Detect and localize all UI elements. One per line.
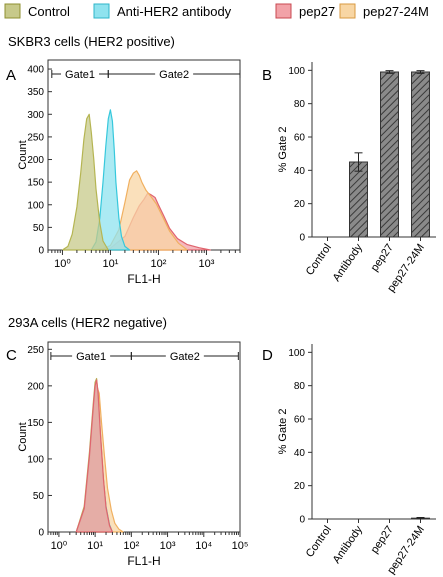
gate-label-bg — [61, 66, 100, 80]
x-tick-label: 10⁵ — [232, 540, 249, 552]
series-pep27 — [75, 379, 113, 533]
legend-label-antibody: Anti-HER2 antibody — [117, 4, 232, 19]
y-tick-label: 250 — [27, 132, 44, 143]
y-tick-label: 0 — [38, 528, 44, 539]
panel-a-subtitle: SKBR3 cells (HER2 positive) — [8, 34, 175, 49]
y-tick-label: 60 — [294, 415, 306, 426]
x-tick-label: 10⁰ — [51, 540, 68, 552]
bar-antibody — [349, 161, 368, 238]
x-tick-label-antibody: Antibody — [331, 241, 366, 283]
x-tick-label: 10⁴ — [195, 540, 212, 552]
x-tick-label: 10² — [150, 258, 166, 270]
bar-pep27-24m — [411, 71, 430, 238]
x-tick-label-control: Control — [304, 524, 334, 560]
y-tick-label: 400 — [27, 65, 44, 76]
y-tick-label: 20 — [294, 199, 306, 210]
panel-c-letter: C — [6, 347, 17, 364]
plot-frame — [47, 341, 241, 533]
y-axis-label: Count — [17, 422, 29, 451]
y-axis-label: Count — [17, 140, 29, 169]
gate-label-bg — [72, 348, 111, 362]
y-tick-label: 150 — [27, 418, 44, 429]
bar-pep27 — [380, 71, 399, 238]
y-axis-label: % Gate 2 — [277, 409, 289, 455]
y-tick-label: 200 — [27, 155, 44, 166]
y-tick-label: 200 — [27, 381, 44, 392]
y-tick-label: 100 — [288, 66, 305, 77]
gate-label-bg — [165, 348, 204, 362]
panel-c-subtitle: 293A cells (HER2 negative) — [8, 315, 167, 330]
x-tick-label: 10¹ — [87, 540, 103, 552]
gate-label-gate1: Gate1 — [65, 69, 95, 81]
x-tick-label: 10³ — [198, 258, 214, 270]
x-axis-label: FL1-H — [127, 272, 160, 286]
y-tick-label: 300 — [27, 110, 44, 121]
panel-d-letter: D — [262, 347, 273, 364]
y-tick-label: 150 — [27, 178, 44, 189]
x-axis-label: FL1-H — [127, 554, 160, 568]
gate-label-gate2: Gate2 — [170, 351, 200, 363]
y-tick-label: 50 — [33, 491, 45, 502]
gate-label-bg — [155, 66, 194, 80]
x-tick-label-pep27: pep27 — [369, 242, 396, 274]
histogram-c: 0 50 100 150 200 250 10⁰ 10¹ 10² 10³ 10⁴ 10⁵ Gate1 Ga… — [17, 341, 249, 568]
x-tick-label: 10⁰ — [54, 258, 71, 270]
y-tick-label: 50 — [33, 223, 45, 234]
x-tick-label: 10³ — [160, 540, 176, 552]
series-control — [61, 113, 109, 251]
x-tick-label-pep27: pep27 — [369, 524, 396, 556]
y-tick-label: 40 — [294, 448, 306, 459]
y-tick-label: 40 — [294, 166, 306, 177]
y-axis-label: % Gate 2 — [277, 127, 289, 173]
y-tick-label: 100 — [27, 454, 44, 465]
legend-swatch-pep27-24m — [339, 3, 356, 19]
y-tick-label: 80 — [294, 381, 306, 392]
y-tick-label: 0 — [38, 246, 44, 257]
panel-b-letter: B — [262, 67, 272, 84]
y-tick-label: 60 — [294, 133, 306, 144]
series-anti-her2-antibody — [90, 109, 131, 251]
y-tick-label: 350 — [27, 87, 44, 98]
legend-swatch-antibody — [93, 3, 110, 19]
x-tick-label-control: Control — [304, 242, 334, 278]
gate-label-gate1: Gate1 — [76, 351, 106, 363]
y-tick-label: 100 — [27, 200, 44, 211]
legend-label-pep27: pep27 — [299, 4, 335, 19]
y-tick-label: 100 — [288, 348, 305, 359]
legend-label-pep27-24m: pep27-24M — [363, 4, 429, 19]
series-pep27-24m — [99, 170, 188, 251]
legend: Control Anti-HER2 antibody pep27 pep27-2… — [4, 3, 429, 19]
gate-label-gate2: Gate2 — [159, 69, 189, 81]
x-tick-label-antibody: Antibody — [331, 523, 366, 565]
y-tick-label: 0 — [299, 233, 305, 244]
y-tick-label: 250 — [27, 345, 44, 356]
y-tick-label: 20 — [294, 481, 306, 492]
y-tick-label: 0 — [299, 515, 305, 526]
y-tick-label: 80 — [294, 99, 306, 110]
x-tick-label: 10¹ — [102, 258, 118, 270]
legend-label-control: Control — [28, 4, 70, 19]
histogram-a: 0 50 100 150 200 250 300 350 400 10⁰ 10¹ 10² 10³ Gate… — [17, 59, 241, 286]
legend-swatch-pep27 — [275, 3, 292, 19]
legend-swatch-control — [4, 3, 21, 19]
panel-a-letter: A — [6, 67, 16, 84]
x-tick-label: 10² — [123, 540, 139, 552]
